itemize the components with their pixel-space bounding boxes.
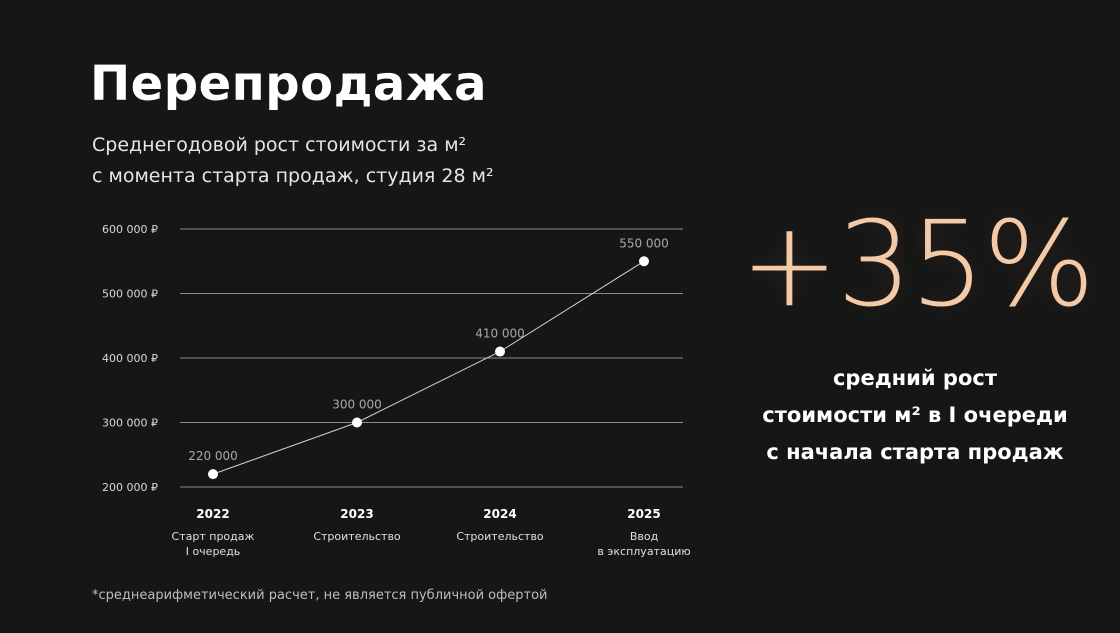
growth-percent: +35% bbox=[740, 195, 1095, 333]
growth-desc-line-2: стоимости м² в I очереди bbox=[762, 403, 1068, 427]
x-sublabel: I очередь bbox=[186, 545, 241, 558]
series-line bbox=[212, 260, 645, 475]
x-sublabel: Старт продаж bbox=[172, 530, 255, 543]
data-point bbox=[639, 256, 649, 267]
growth-desc-line-1: средний рост bbox=[832, 366, 997, 390]
y-tick-label: 300 000 ₽ bbox=[102, 417, 158, 430]
y-tick-label: 200 000 ₽ bbox=[102, 481, 158, 494]
y-tick-label: 500 000 ₽ bbox=[102, 288, 158, 301]
x-tick-label: 2025 bbox=[627, 507, 660, 521]
footnote: *среднеарифметический расчет, не являетс… bbox=[92, 588, 548, 603]
growth-description: средний рост стоимости м² в I очереди с … bbox=[740, 360, 1090, 471]
x-tick-label: 2023 bbox=[340, 507, 373, 521]
x-tick-label: 2024 bbox=[483, 507, 516, 521]
x-sublabel: Строительство bbox=[456, 530, 544, 543]
data-label: 410 000 bbox=[475, 327, 525, 341]
x-sublabel: Ввод bbox=[630, 530, 659, 543]
data-label: 300 000 bbox=[332, 398, 382, 412]
subtitle-line-1: Среднегодовой рост стоимости за м² bbox=[92, 134, 467, 156]
y-tick-label: 600 000 ₽ bbox=[102, 223, 158, 236]
data-point bbox=[352, 417, 362, 428]
growth-desc-line-3: с начала старта продаж bbox=[766, 440, 1064, 464]
page-title: Перепродажа bbox=[90, 56, 487, 112]
chart-subtitle: Среднегодовой рост стоимости за м² с мом… bbox=[92, 130, 494, 192]
subtitle-line-2: с момента старта продаж, студия 28 м² bbox=[92, 165, 494, 187]
y-tick-label: 400 000 ₽ bbox=[102, 352, 158, 365]
data-label: 550 000 bbox=[619, 236, 669, 250]
data-point bbox=[495, 346, 505, 357]
data-label: 220 000 bbox=[188, 449, 238, 463]
data-point bbox=[208, 469, 218, 480]
x-sublabel: Строительство bbox=[313, 530, 401, 543]
x-sublabel: в эксплуатацию bbox=[597, 545, 690, 558]
x-tick-label: 2022 bbox=[196, 507, 229, 521]
